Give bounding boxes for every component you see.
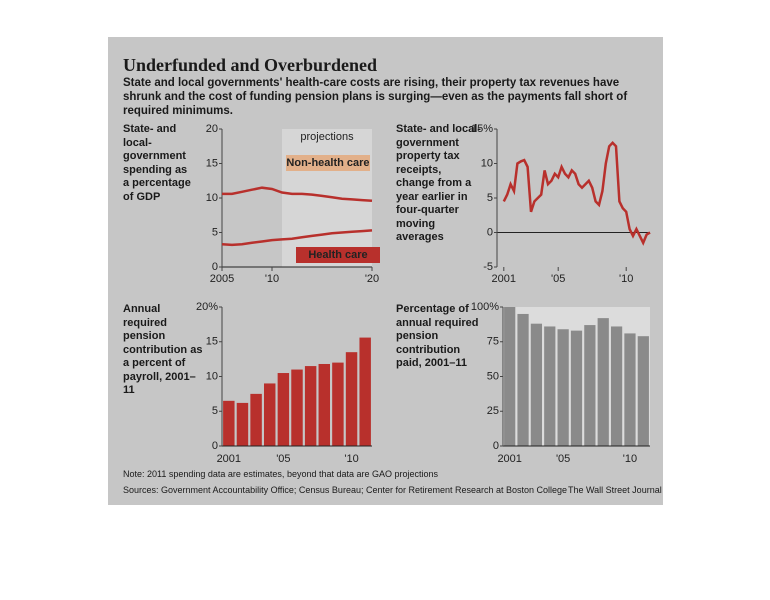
bar [597,318,609,446]
line-series [221,229,373,247]
bar [250,393,262,446]
bar [264,383,276,446]
bar [517,313,529,446]
x-tick-label: '05 [556,453,570,465]
line-series [222,186,373,203]
projection-region [282,129,372,267]
y-tick-label: 5 [212,405,218,417]
y-tick-label: 0 [487,226,493,238]
y-tick-label: 0 [212,261,218,273]
y-tick-label: 10 [481,157,493,169]
bar [544,326,556,446]
x-tick-label: '05 [276,453,290,465]
legend-label: Health care [308,249,367,261]
panel-label: State- and local-government property tax… [396,123,481,243]
bar [610,326,623,446]
legend-entry: Non-health care [286,155,370,171]
y-tick-label: 10 [206,192,218,204]
y-tick-label: 15% [471,123,493,135]
credit: The Wall Street Journal [568,485,662,495]
bar [277,373,290,446]
y-tick-label: 15 [206,157,218,169]
bar [504,307,516,446]
bar [236,402,249,446]
legend-label: Non-health care [286,157,369,169]
bar [359,337,371,446]
x-tick-label: '10 [265,273,279,285]
bar [332,362,344,446]
y-tick-label: 50 [487,370,499,382]
y-tick-label: 0 [493,440,499,452]
note: Note: 2011 spending data are estimates, … [123,469,439,479]
panel-label: Percentage of annual required pension co… [396,303,479,369]
y-tick-label: 25 [487,405,499,417]
bar [584,325,596,446]
legend-box [286,155,370,171]
x-tick-label: 2001 [492,273,516,285]
x-tick-label: 2001 [217,453,241,465]
bar [557,329,569,446]
bar [345,352,358,446]
y-tick-label: 5 [487,192,493,204]
title: Underfunded and Overburdened [123,55,378,75]
bar [223,400,235,446]
y-tick-label: 15 [206,336,218,348]
x-tick-label: 2001 [497,453,521,465]
y-tick-label: 0 [212,440,218,452]
x-tick-label: '10 [619,273,633,285]
y-tick-label: 10 [206,370,218,382]
legend-entry: Health care [296,247,380,263]
bar [318,363,330,446]
y-tick-label: -5 [483,261,493,273]
annotation: projections [300,131,354,143]
x-tick-label: '10 [623,453,637,465]
bar [304,366,317,446]
bar [570,330,583,446]
y-tick-label: 100% [471,301,499,313]
bar [637,336,649,446]
subtitle: State and local governments' health-care… [123,77,628,117]
bar [624,333,636,446]
x-tick-label: '05 [551,273,565,285]
legend-box [296,247,380,263]
y-tick-label: 20% [196,301,218,313]
x-tick-label: '20 [365,273,379,285]
line-series [502,141,651,246]
y-tick-label: 20 [206,123,218,135]
panel-label: Annual required pension contribution as … [123,303,203,396]
y-tick-label: 75 [487,336,499,348]
panel-label: State- and local-government spending as … [123,123,191,203]
x-tick-label: '10 [344,453,358,465]
bar [291,369,303,446]
bar [530,323,543,446]
source: Sources: Government Accountability Offic… [123,485,568,495]
y-tick-label: 5 [212,226,218,238]
x-tick-label: 2005 [210,273,234,285]
